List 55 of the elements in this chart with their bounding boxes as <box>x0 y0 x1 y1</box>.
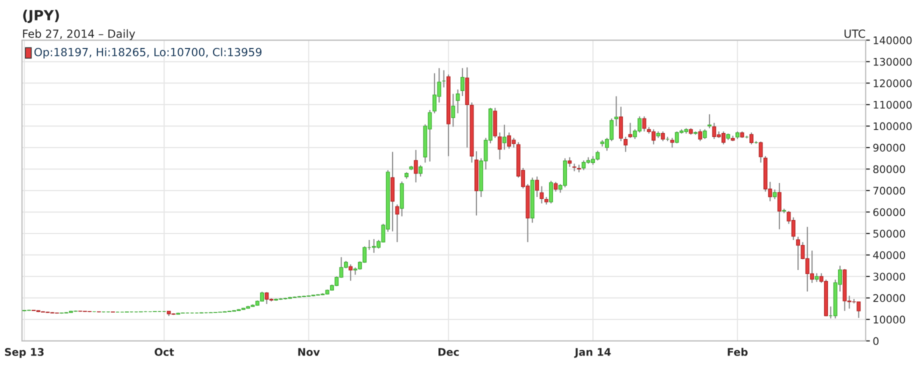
chart-subtitle: Feb 27, 2014 – Daily <box>23 29 136 40</box>
candlestick <box>660 130 665 142</box>
x-tick-label: Jan 14 <box>574 348 611 358</box>
candlestick <box>554 181 558 192</box>
y-tick-label: 100000 <box>874 122 912 130</box>
y-tick-label: 80000 <box>873 165 906 174</box>
y-tick-label: 130000 <box>874 58 912 66</box>
x-tick-label: Dec <box>438 348 459 356</box>
candlestick <box>772 188 777 200</box>
y-tick-label: 0 <box>873 337 879 346</box>
y-tick-label: 70000 <box>873 186 906 195</box>
y-tick-label: 140000 <box>874 36 912 44</box>
candlestick <box>749 132 754 145</box>
y-tick-label: 60000 <box>873 208 906 216</box>
candlestick <box>414 149 418 183</box>
candlestick <box>390 151 395 232</box>
x-tick-label: Oct <box>154 348 174 356</box>
candlestick <box>507 132 512 150</box>
x-tick-label: Feb <box>728 348 748 356</box>
y-tick-label: 110000 <box>874 100 912 109</box>
candlestick <box>502 124 506 150</box>
y-tick-label: 40000 <box>873 251 906 260</box>
text: UTC <box>844 29 866 38</box>
y-tick-label: 90000 <box>873 144 906 152</box>
y-tick-label: 10000 <box>874 316 906 324</box>
candlestick <box>395 204 400 243</box>
candlestick <box>628 122 632 138</box>
candlestick <box>549 180 554 204</box>
candlestick <box>540 186 544 204</box>
candlestick <box>460 68 464 97</box>
candlestick <box>702 128 707 140</box>
candlestick <box>708 114 712 129</box>
candlestick <box>624 136 628 152</box>
y-tick-label: 20000 <box>873 294 906 302</box>
candlestick <box>348 264 353 282</box>
annotation: Op:18197, Hi:18265, Lo:10700, Cl:13959 <box>34 48 262 58</box>
candlestick <box>758 140 763 164</box>
y-tick-label: 120000 <box>874 79 912 88</box>
candlestick <box>670 137 674 148</box>
candlestick <box>451 93 456 128</box>
candlestick <box>568 156 572 168</box>
x-tick-label: Sep 13 <box>5 348 44 358</box>
candlestick <box>614 96 618 127</box>
candlestick <box>796 236 800 271</box>
y-tick-label: 50000 <box>873 230 906 238</box>
candlestick <box>618 106 623 142</box>
candlestick <box>698 128 702 142</box>
candlestick <box>777 182 782 230</box>
candlestick <box>418 164 423 178</box>
chart-title: (JPY) <box>23 10 59 24</box>
candlestick <box>535 176 540 198</box>
y-tick-label: 30000 <box>873 272 906 281</box>
candlestick <box>642 116 646 132</box>
candlestick <box>456 89 460 114</box>
x-tick-label: Nov <box>298 348 320 356</box>
